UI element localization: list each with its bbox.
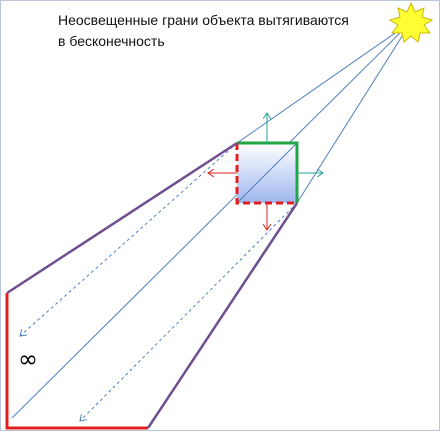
- shadow-volume-edge-top: [6, 141, 238, 295]
- shadow-volume-edge-bottom: [146, 202, 299, 429]
- object-diagonal: [236, 142, 298, 204]
- projection-arrow-top: [20, 142, 238, 336]
- projection-arrow-bottom: [80, 202, 298, 421]
- infinity-boundary: [5, 293, 148, 430]
- infinity-label: ∞: [18, 345, 38, 373]
- lit-face: [237, 141, 299, 203]
- caption-line-2: в бесконечность: [58, 33, 165, 49]
- light-ray-center: [11, 21, 412, 419]
- unlit-face: [235, 143, 297, 205]
- light-ray-top: [236, 21, 412, 144]
- caption-line-1: Неосвещенные грани объекта вытягиваются: [58, 12, 349, 28]
- sun-icon: [388, 1, 434, 43]
- caption: Неосвещенные грани объекта вытягиваются …: [58, 10, 378, 52]
